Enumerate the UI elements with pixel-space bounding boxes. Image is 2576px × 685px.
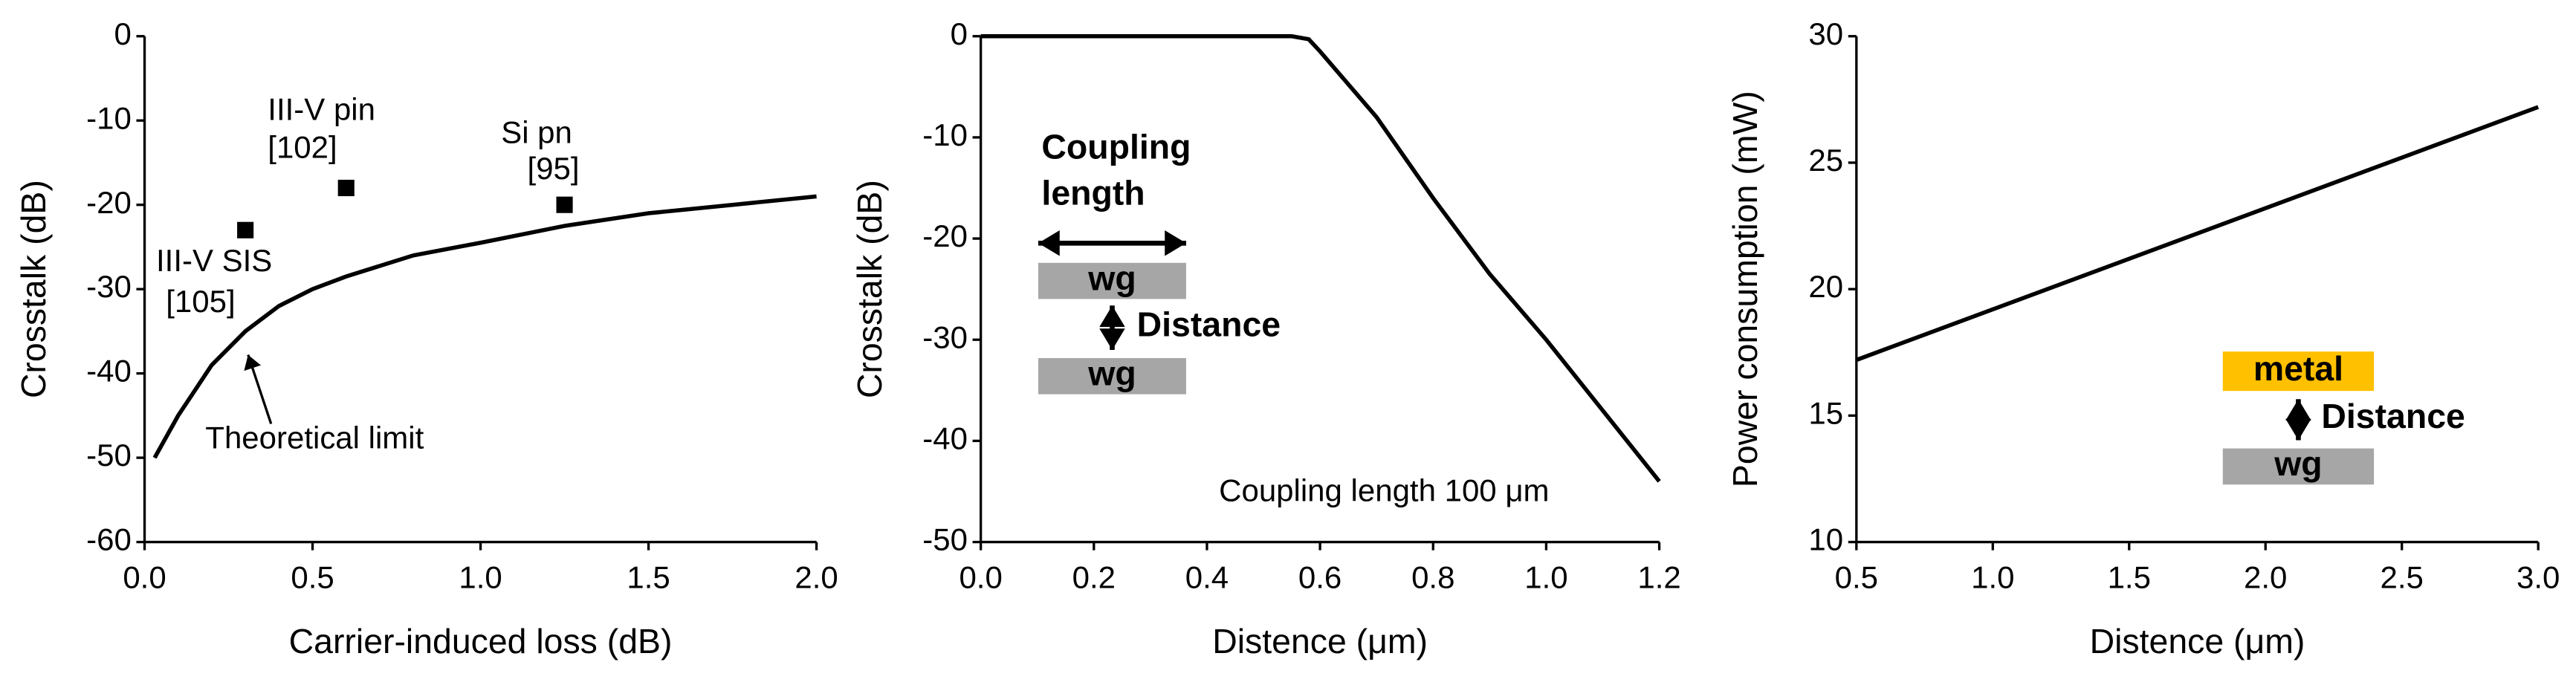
x-tick-label: 1.2	[1637, 560, 1680, 595]
data-point	[337, 179, 355, 197]
y-tick-label: -50	[922, 522, 968, 557]
x-tick-label: 3.0	[2517, 560, 2560, 595]
y-tick-label: -10	[922, 117, 968, 152]
y-tick-label: 30	[1808, 16, 1843, 51]
annotation: Si pn	[501, 114, 572, 149]
y-tick-label: -10	[86, 100, 132, 135]
arrow-head	[2285, 418, 2311, 441]
x-tick-label: 2.0	[795, 560, 838, 595]
annotation: Distance	[1137, 305, 1281, 343]
data-line	[980, 33, 1661, 483]
y-tick-label: -50	[86, 438, 132, 473]
x-tick-label: 0.5	[1835, 560, 1878, 595]
y-tick-label: -60	[86, 522, 132, 557]
annotation: Theoretical limit	[205, 421, 424, 455]
annotation: metal	[2253, 349, 2343, 388]
x-tick-label: 1.0	[1971, 560, 2014, 595]
arrow-head	[1038, 230, 1060, 256]
x-axis-label: Carrier-induced loss (dB)	[289, 622, 673, 660]
x-tick-label: 2.5	[2381, 560, 2424, 595]
y-axis-label: Power consumption (mW)	[1726, 91, 1764, 487]
x-tick-label: 0.4	[1185, 560, 1229, 595]
annotation: Coupling length 100 μm	[1219, 473, 1549, 507]
data-line	[152, 194, 817, 459]
annotation: Distance	[2321, 397, 2465, 435]
annotation: III-V SIS	[156, 243, 272, 278]
x-tick-label: 1.0	[1524, 560, 1567, 595]
y-tick-label: 0	[114, 16, 131, 51]
x-tick-label: 0.2	[1072, 560, 1116, 595]
arrow-head	[1099, 305, 1125, 328]
y-tick-label: -20	[922, 218, 968, 253]
x-tick-label: 0.5	[291, 560, 334, 595]
x-tick-label: 1.5	[627, 560, 670, 595]
x-tick-label: 0.6	[1298, 560, 1342, 595]
annotation: wg	[1087, 259, 1136, 297]
arrow-head	[1165, 230, 1186, 256]
y-tick-label: -20	[86, 185, 132, 220]
x-tick-label: 2.0	[2244, 560, 2287, 595]
annotation: III-V pin	[268, 92, 375, 127]
x-axis-label: Distence (μm)	[2090, 622, 2305, 660]
y-axis-label: Crosstalk (dB)	[14, 180, 53, 398]
y-tick-label: -30	[922, 319, 968, 354]
annotation: [102]	[268, 129, 337, 164]
annotation: wg	[2274, 444, 2322, 483]
y-tick-label: 20	[1808, 269, 1843, 304]
y-tick-label: 25	[1808, 143, 1843, 178]
x-axis-label: Distence (μm)	[1212, 622, 1428, 660]
x-tick-label: 0.0	[959, 560, 1002, 595]
data-line	[1855, 105, 2540, 363]
x-tick-label: 0.0	[123, 560, 166, 595]
y-tick-label: 15	[1808, 395, 1843, 430]
data-point	[237, 221, 254, 238]
x-tick-label: 1.0	[459, 560, 502, 595]
y-tick-label: 0	[951, 16, 968, 51]
y-tick-label: -30	[86, 269, 132, 304]
annotation: Coupling	[1041, 128, 1191, 166]
annotation: wg	[1087, 354, 1136, 393]
y-tick-label: -40	[922, 421, 968, 456]
x-tick-label: 1.5	[2108, 560, 2151, 595]
data-point	[556, 196, 573, 213]
y-tick-label: 10	[1808, 522, 1843, 557]
arrow-head	[2285, 399, 2311, 421]
waveguide-box	[1038, 262, 1186, 299]
arrow-head	[244, 354, 262, 371]
waveguide-box	[1038, 357, 1186, 395]
waveguide-box	[2222, 351, 2375, 392]
arrow-head	[1099, 328, 1125, 350]
y-axis-label: Crosstalk (dB)	[850, 180, 889, 398]
y-tick-label: -40	[86, 354, 132, 389]
annotation: length	[1041, 173, 1145, 212]
waveguide-box	[2222, 448, 2375, 485]
annotation: [105]	[166, 284, 235, 319]
x-tick-label: 0.8	[1411, 560, 1454, 595]
annotation: [95]	[528, 151, 580, 186]
